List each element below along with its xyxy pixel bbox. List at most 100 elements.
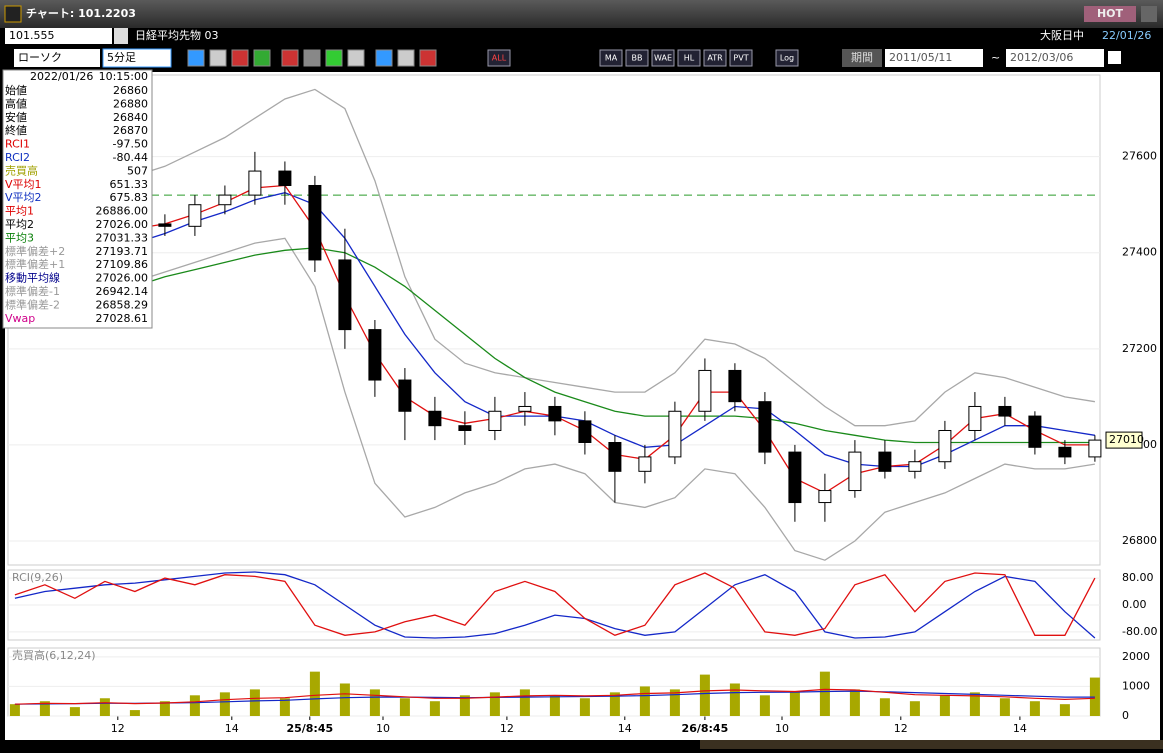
tool-icon[interactable] — [187, 49, 205, 67]
checkbox[interactable] — [1108, 51, 1121, 64]
tool-icon[interactable] — [375, 49, 393, 67]
tool-icon[interactable] — [625, 49, 649, 67]
tool-icon[interactable] — [677, 49, 701, 67]
info-label: RCI2 — [5, 151, 30, 164]
info-label: RCI1 — [5, 138, 30, 151]
tool-icon[interactable] — [651, 49, 675, 67]
symbol-input[interactable] — [5, 28, 112, 44]
info-label: V平均1 — [5, 178, 42, 191]
volume-bar — [879, 698, 890, 716]
candle-body — [518, 405, 532, 412]
volume-bar — [609, 692, 620, 716]
tool-icon[interactable] — [775, 49, 799, 67]
candle-body — [338, 259, 352, 331]
to-input[interactable] — [1006, 49, 1104, 67]
tool-icon[interactable] — [599, 49, 623, 67]
volume-bar — [219, 692, 230, 716]
info-value: 27026.00 — [96, 272, 149, 285]
chart-area — [5, 72, 1160, 740]
tool-icon[interactable] — [419, 49, 437, 67]
tool-icon-label: Log — [780, 54, 794, 63]
candle-body — [368, 329, 382, 381]
candle-body — [578, 420, 592, 444]
candle-body — [818, 490, 832, 504]
volume-bar — [279, 698, 290, 716]
candle-body — [248, 170, 262, 196]
tool-icon[interactable] — [231, 49, 249, 67]
app-icon — [4, 5, 22, 23]
volume-bar — [699, 674, 710, 716]
panel-title: 売買高(6,12,24) — [12, 648, 96, 662]
info-label: 移動平均線 — [5, 271, 60, 285]
tool-icon[interactable] — [487, 49, 511, 67]
tool-icon[interactable] — [703, 49, 727, 67]
y-tick-label: 2000 — [1122, 650, 1150, 663]
x-axis-strip — [5, 718, 1160, 740]
info-value: -80.44 — [113, 151, 148, 164]
volume-bar — [819, 671, 830, 716]
volume-bar — [339, 683, 350, 716]
tool-icon[interactable] — [303, 49, 321, 67]
info-value: 27028.61 — [96, 312, 149, 325]
volume-bar — [519, 689, 530, 716]
interval-select[interactable] — [102, 48, 172, 68]
tool-icon[interactable] — [729, 49, 753, 67]
volume-bar — [1059, 704, 1070, 716]
volume-bar — [849, 689, 860, 716]
volume-bar — [969, 692, 980, 716]
tool-icon[interactable] — [281, 49, 299, 67]
period-button[interactable] — [842, 49, 882, 67]
y-tick-label: 80.00 — [1122, 571, 1154, 584]
from-input[interactable] — [885, 49, 983, 67]
volume-bar — [249, 689, 260, 716]
volume-bar — [459, 695, 470, 716]
candle-body — [398, 379, 412, 412]
tool-icon[interactable] — [253, 49, 271, 67]
volume-bar — [489, 692, 500, 716]
chart-kind-select[interactable] — [14, 49, 100, 67]
window-title: チャート: 101.2203 — [26, 7, 136, 20]
info-label: 終値 — [5, 123, 27, 137]
volume-bar — [789, 692, 800, 716]
candle-body — [458, 425, 472, 431]
info-value: 27193.71 — [96, 245, 149, 258]
volume-bar — [939, 695, 950, 716]
symbol-dropdown[interactable] — [114, 28, 128, 44]
candle-body — [698, 369, 712, 412]
info-value: 26870 — [113, 124, 148, 137]
info-date: 2022/01/26 — [30, 70, 93, 83]
tool-icon[interactable] — [325, 49, 343, 67]
candle-body — [278, 170, 292, 186]
scroll-strip — [700, 740, 1163, 749]
hot-button[interactable] — [1084, 6, 1136, 22]
info-value: 26858.29 — [96, 298, 149, 311]
volume-bar — [69, 707, 80, 716]
interval: 5分足 — [107, 51, 136, 64]
info-label: 標準偏差+1 — [5, 257, 65, 271]
close-button[interactable] — [1141, 6, 1157, 22]
info-label: 標準偏差-1 — [5, 284, 60, 298]
info-value: 26880 — [113, 97, 148, 110]
volume-bar — [129, 710, 140, 716]
candle-body — [488, 410, 502, 431]
tool-icon-label: MA — [605, 54, 618, 63]
tool-icon[interactable] — [397, 49, 415, 67]
tool-icon[interactable] — [209, 49, 227, 67]
last-price-box — [1105, 431, 1143, 449]
candle-body — [1058, 446, 1072, 458]
candle-body — [548, 405, 562, 422]
x-tick-label: 26/8:45 — [682, 722, 729, 735]
candle-body — [638, 456, 652, 472]
candle-body — [1088, 439, 1102, 458]
tool-icon-label: BB — [632, 54, 643, 63]
tool-icon-label: ATR — [707, 54, 723, 63]
x-tick-label: 10 — [775, 722, 789, 735]
candle-body — [608, 442, 622, 472]
from-date: 2011/05/11 — [889, 51, 952, 64]
candle-body — [668, 410, 682, 458]
info-value: 26886.00 — [96, 205, 149, 218]
volume-bar — [429, 701, 440, 716]
info-label: 始値 — [5, 83, 27, 97]
tool-icon[interactable] — [347, 49, 365, 67]
